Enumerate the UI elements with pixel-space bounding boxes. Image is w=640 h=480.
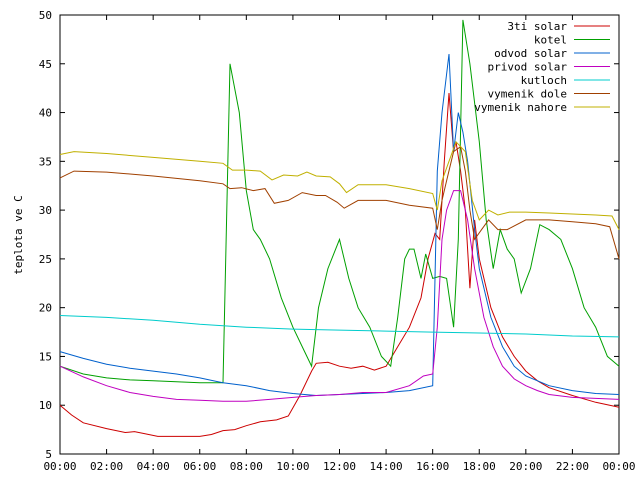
- y-tick-label: 40: [39, 107, 52, 120]
- legend-label: kutloch: [521, 74, 567, 87]
- x-tick-label: 04:00: [137, 460, 170, 473]
- y-tick-label: 5: [45, 448, 52, 461]
- series-line-vymenik-nahore: [59, 140, 620, 230]
- y-tick-label: 35: [39, 155, 52, 168]
- y-axis: 5 10 15 20 25 30 35 40 45 50: [39, 9, 619, 461]
- x-axis: 00:00 02:00 04:00 06:00 08:00 10:00 12:00 14:00…: [43, 15, 636, 473]
- y-tick-label: 45: [39, 58, 52, 71]
- series-line-kutloch: [59, 315, 620, 338]
- y-tick-label: 10: [39, 399, 52, 412]
- x-tick-label: 08:00: [230, 460, 263, 473]
- legend-label: privod solar: [488, 61, 568, 74]
- series-line-odvod-solar: [59, 53, 620, 397]
- x-tick-label: 06:00: [183, 460, 216, 473]
- x-tick-label: 14:00: [370, 460, 403, 473]
- x-tick-label: 02:00: [90, 460, 123, 473]
- x-tick-label: 12:00: [323, 460, 356, 473]
- y-tick-label: 25: [39, 253, 52, 266]
- x-tick-label: 10:00: [276, 460, 309, 473]
- x-tick-label: 20:00: [509, 460, 542, 473]
- x-tick-label: 22:00: [556, 460, 589, 473]
- series-lines: [59, 19, 620, 437]
- y-tick-label: 30: [39, 204, 52, 217]
- series-line-privod-solar: [59, 190, 620, 402]
- y-axis-label: teplota ve C: [12, 195, 25, 274]
- x-tick-label: 00:00: [602, 460, 635, 473]
- series-line-vymenik-dole: [59, 145, 620, 260]
- y-tick-label: 20: [39, 302, 52, 315]
- legend-label: 3ti solar: [507, 20, 567, 33]
- x-tick-label: 16:00: [416, 460, 449, 473]
- legend-label: vymenik dole: [488, 88, 567, 101]
- y-tick-label: 15: [39, 350, 52, 363]
- x-tick-label: 00:00: [43, 460, 76, 473]
- y-tick-label: 50: [39, 9, 52, 22]
- legend-label: odvod solar: [494, 47, 567, 60]
- legend-label: vymenik nahore: [474, 101, 567, 114]
- x-tick-label: 18:00: [463, 460, 496, 473]
- series-line-kotel: [59, 19, 620, 384]
- legend-label: kotel: [534, 34, 567, 47]
- series-line-3ti-solar: [59, 92, 620, 437]
